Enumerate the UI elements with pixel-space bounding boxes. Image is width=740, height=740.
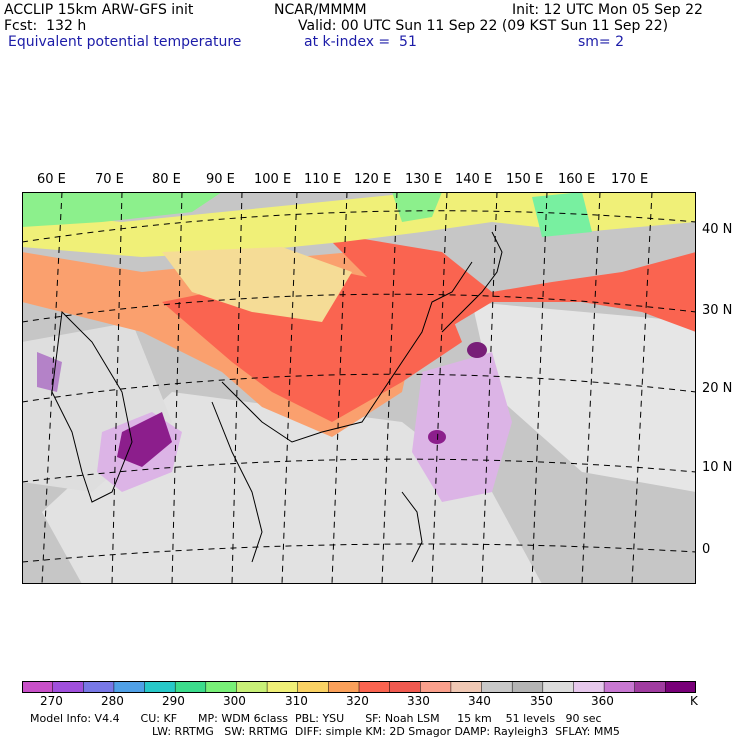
colorbar-cell <box>22 681 54 693</box>
lon-label: 100 E <box>254 172 292 187</box>
hot-northeast-band <box>322 232 696 332</box>
forecast-hour: Fcst: 132 h <box>4 18 87 34</box>
lon-label: 130 E <box>405 172 443 187</box>
green-band-northeast <box>392 192 442 222</box>
colorbar-label: 300 <box>223 694 246 708</box>
lilac-west-pacific <box>412 352 512 502</box>
purple-pacific-spot <box>428 430 446 444</box>
colorbar-cell <box>266 681 299 693</box>
coastline-philippines <box>401 491 423 563</box>
colorbar-cell <box>481 681 513 693</box>
colorbar-cell <box>634 681 667 693</box>
lon-label: 140 E <box>455 172 493 187</box>
lat-label: 30 N <box>702 303 733 318</box>
lon-label: 90 E <box>206 172 235 187</box>
colorbar-cell <box>389 681 422 693</box>
graticule <box>22 192 696 584</box>
colorbar-label: 350 <box>530 694 553 708</box>
colorbar-label: 310 <box>285 694 308 708</box>
coastline-india <box>51 310 133 503</box>
colorbar-label: 270 <box>40 694 63 708</box>
coastline-indochina <box>211 401 263 563</box>
colorbar-cell <box>358 681 391 693</box>
green-band-west <box>22 192 222 227</box>
colorbar-label: 330 <box>407 694 430 708</box>
lon-label: 170 E <box>611 172 649 187</box>
colorbar-cell <box>174 681 207 693</box>
lat-label: 20 N <box>702 381 733 396</box>
map-frame <box>22 192 696 584</box>
colorbar-cell <box>450 681 483 693</box>
colorbar-cell <box>113 681 146 693</box>
lat-label: 40 N <box>702 222 733 237</box>
colorbar-cell <box>542 681 575 693</box>
footer-physics-info: LW: RRTMG SW: RRTMG DIFF: simple KM: 2D … <box>152 725 620 738</box>
coastline-east-asia <box>221 261 473 443</box>
coastline-japan <box>441 231 503 333</box>
light-yellow-patch <box>162 247 352 322</box>
colorbar <box>22 681 696 693</box>
colorbar-cell <box>665 681 696 693</box>
colorbar-cell <box>205 681 238 693</box>
colorbar-label: 290 <box>162 694 185 708</box>
lon-label: 150 E <box>506 172 544 187</box>
theta-e-map <box>22 192 696 584</box>
lat-label: 0 <box>702 542 711 557</box>
colorbar-cell <box>328 681 360 693</box>
colorbar-label: 320 <box>346 694 369 708</box>
init-time: Init: 12 UTC Mon 05 Sep 22 <box>512 2 703 18</box>
purple-bay-of-bengal <box>117 412 172 467</box>
lon-label: 70 E <box>95 172 124 187</box>
colorbar-cell <box>236 681 268 693</box>
colorbar-cell <box>420 681 452 693</box>
light-area-pacific <box>472 302 696 492</box>
colorbar-cell <box>573 681 605 693</box>
footer-model-info: Model Info: V4.4 CU: KF MP: WDM 6class P… <box>30 712 602 725</box>
colorbar-cell <box>297 681 330 693</box>
lon-label: 160 E <box>558 172 596 187</box>
colorbar-cell <box>144 681 176 693</box>
yellow-band <box>22 192 696 257</box>
purple-typhoon-core <box>467 342 487 358</box>
lat-label: 10 N <box>702 460 733 475</box>
center-title: NCAR/MMMM <box>274 2 367 18</box>
valid-time: Valid: 00 UTC Sun 11 Sep 22 (09 KST Sun … <box>298 18 669 34</box>
colorbar-label: 360 <box>591 694 614 708</box>
lon-label: 120 E <box>354 172 392 187</box>
colorbar-unit: K <box>690 694 698 708</box>
colorbar-cell <box>52 681 85 693</box>
lon-label: 80 E <box>152 172 181 187</box>
colorbar-cell <box>511 681 544 693</box>
colorbar-label: 280 <box>101 694 124 708</box>
model-title: ACCLIP 15km ARW-GFS init <box>4 2 194 18</box>
field-name: Equivalent potential temperature <box>8 34 242 50</box>
smoothing: sm= 2 <box>578 34 625 50</box>
level-index: at k-index = 51 <box>304 34 417 50</box>
colorbar-cell <box>603 681 636 693</box>
lon-label: 60 E <box>37 172 66 187</box>
lon-label: 110 E <box>304 172 342 187</box>
colorbar-cell <box>83 681 115 693</box>
colorbar-label: 340 <box>468 694 491 708</box>
